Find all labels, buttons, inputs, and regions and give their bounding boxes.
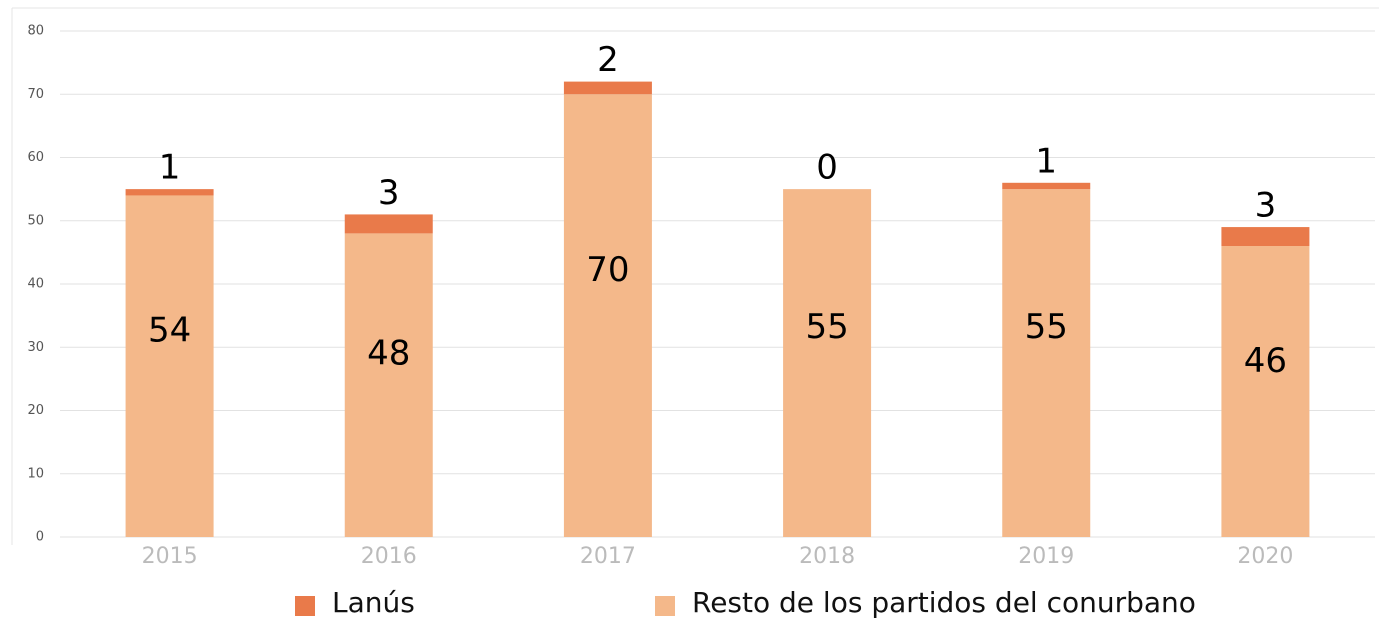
value-label: 54 (148, 311, 191, 351)
bar-segment (1221, 246, 1310, 538)
value-label: 3 (1255, 186, 1277, 226)
value-label: 46 (1244, 341, 1287, 381)
value-label: 48 (367, 333, 410, 373)
y-tick-label: 60 (27, 150, 44, 165)
value-label: 1 (1035, 141, 1057, 181)
legend-swatch (655, 596, 675, 616)
bar-segment (563, 81, 652, 95)
value-label: 2 (597, 40, 619, 80)
bar-segment (125, 189, 214, 196)
value-label: 1 (159, 148, 181, 188)
bar-segment (1002, 182, 1091, 190)
y-tick-label: 70 (27, 87, 44, 102)
y-tick-label: 30 (27, 340, 44, 355)
x-tick-label: 2016 (361, 544, 417, 569)
y-tick-label: 40 (27, 277, 44, 292)
x-tick-label: 2019 (1018, 544, 1074, 569)
y-tick-label: 10 (27, 466, 44, 481)
value-label: 55 (1025, 307, 1068, 347)
y-tick-label: 80 (27, 24, 44, 39)
value-label: 55 (805, 307, 848, 347)
legend-swatch (295, 596, 315, 616)
bar-segment (783, 189, 872, 537)
value-label: 70 (586, 250, 629, 290)
y-tick-label: 0 (36, 530, 44, 545)
bar-segment (563, 94, 652, 537)
value-label: 3 (378, 173, 400, 213)
legend-label: Resto de los partidos del conurbano (692, 586, 1196, 618)
bar-segment (344, 233, 433, 537)
y-tick-label: 20 (27, 403, 44, 418)
x-tick-label: 2020 (1237, 544, 1293, 569)
bar-segment (344, 214, 433, 234)
bar-segment (1002, 189, 1091, 537)
legend-label: Lanús (332, 586, 415, 618)
x-tick-label: 2015 (142, 544, 198, 569)
value-label: 0 (816, 148, 838, 188)
x-tick-label: 2017 (580, 544, 636, 569)
y-tick-label: 50 (27, 213, 44, 228)
x-tick-label: 2018 (799, 544, 855, 569)
bar-segment (1221, 227, 1310, 247)
bar-segment (125, 195, 214, 537)
